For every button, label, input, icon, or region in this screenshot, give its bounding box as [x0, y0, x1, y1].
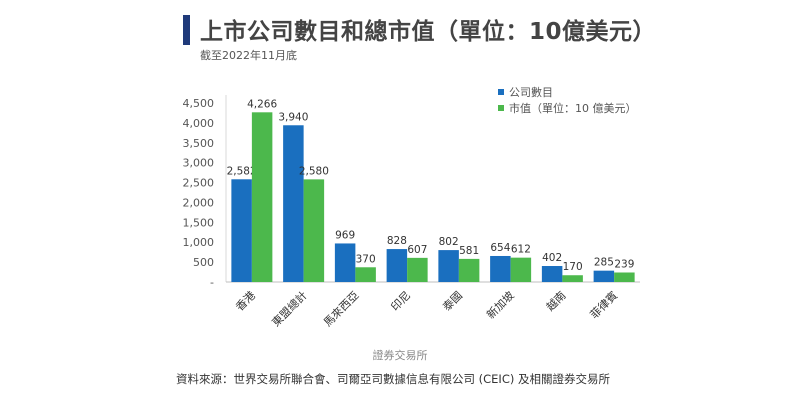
data-label: 612: [511, 244, 531, 256]
data-label: 581: [459, 245, 479, 257]
legend-item-companies: 公司數目: [498, 84, 637, 100]
x-tick-label: 越南: [543, 288, 568, 313]
chart-subtitle: 截至2022年11月底: [200, 49, 297, 62]
data-label: 4,266: [247, 98, 277, 110]
title-accent-bar: [183, 15, 190, 45]
data-label: 285: [594, 257, 614, 269]
bar-market-cap: [458, 258, 480, 282]
data-label: 170: [563, 261, 583, 273]
y-tick-label: 4,000: [183, 117, 215, 130]
bar-market-cap: [251, 112, 273, 282]
y-tick-label: 4,500: [183, 97, 215, 110]
y-tick-label: 1,500: [183, 216, 215, 229]
bar-companies: [334, 243, 356, 282]
bar-companies: [593, 270, 615, 282]
bar-companies: [231, 179, 252, 282]
x-tick-label: 新加坡: [484, 288, 517, 321]
bar-market-cap: [303, 179, 325, 282]
y-tick-label: 500: [193, 256, 214, 269]
bar-market-cap: [510, 257, 532, 282]
x-tick-label: 菲律賓: [587, 288, 620, 321]
x-tick-label: 泰國: [440, 288, 465, 313]
bar-companies: [541, 266, 563, 282]
data-label: 802: [439, 236, 459, 248]
y-tick-label: 3,000: [183, 157, 215, 170]
data-label: 2,582: [227, 165, 257, 177]
y-tick-label: 3,500: [183, 137, 215, 150]
x-tick-label: 東盟總計: [269, 288, 310, 329]
data-label: 3,940: [278, 111, 308, 123]
legend-item-market-cap: 市值（單位：10 億美元）: [498, 100, 637, 116]
bar-companies: [438, 250, 459, 282]
legend-label-companies: 公司數目: [509, 86, 553, 99]
source-note: 資料來源：世界交易所聯合會、司爾亞司數據信息有限公司 (CEIC) 及相關證券交…: [176, 372, 610, 386]
legend-label-market-cap: 市值（單位：10 億美元）: [509, 102, 637, 115]
data-label: 969: [335, 229, 355, 241]
legend-swatch-companies: [498, 89, 504, 95]
data-label: 2,580: [299, 165, 329, 177]
y-tick-label: 2,500: [183, 177, 215, 190]
bar-market-cap: [407, 257, 428, 282]
chart-title: 上市公司數目和總市值（單位：10億美元）: [200, 19, 657, 45]
bar-market-cap: [614, 272, 635, 282]
bar-companies: [386, 249, 408, 282]
y-tick-label: 2,000: [183, 196, 215, 209]
bar-market-cap: [355, 267, 376, 282]
data-label: 370: [356, 253, 376, 265]
data-label: 239: [614, 258, 634, 270]
data-label: 828: [387, 235, 407, 247]
x-axis-title: 證券交易所: [372, 349, 428, 362]
y-tick-label: -: [210, 276, 214, 289]
legend: 公司數目 市值（單位：10 億美元）: [498, 84, 637, 116]
x-tick-label: 香港: [233, 289, 258, 314]
data-label: 402: [542, 252, 562, 264]
data-label: 654: [490, 242, 510, 254]
y-tick-label: 1,000: [183, 236, 215, 249]
data-label: 607: [407, 244, 427, 256]
bar-companies: [490, 255, 511, 282]
x-tick-label: 印尼: [388, 289, 413, 314]
x-tick-label: 馬來西亞: [321, 289, 361, 329]
bar-market-cap: [562, 275, 583, 282]
bar-companies: [283, 125, 304, 282]
legend-swatch-market-cap: [498, 105, 504, 111]
